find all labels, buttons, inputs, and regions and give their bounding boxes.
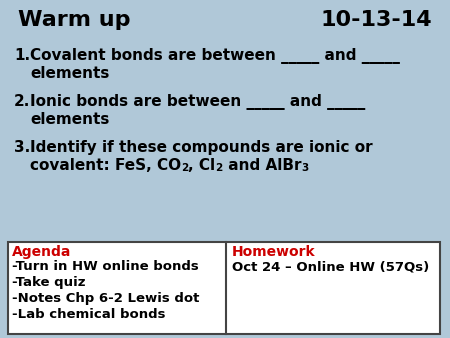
Text: elements: elements — [30, 66, 109, 81]
Text: 10-13-14: 10-13-14 — [320, 10, 432, 30]
Text: -Take quiz: -Take quiz — [12, 276, 86, 289]
Text: and AlBr: and AlBr — [223, 158, 301, 173]
Text: -Turn in HW online bonds: -Turn in HW online bonds — [12, 260, 199, 273]
FancyBboxPatch shape — [8, 242, 440, 334]
Text: Ionic bonds are between _____ and _____: Ionic bonds are between _____ and _____ — [30, 94, 365, 110]
Text: Homework: Homework — [232, 245, 315, 259]
Text: 2.: 2. — [14, 94, 31, 109]
Text: Oct 24 – Online HW (57Qs): Oct 24 – Online HW (57Qs) — [232, 260, 429, 273]
Text: 2: 2 — [216, 163, 223, 173]
Text: 2: 2 — [181, 163, 189, 173]
Text: -Notes Chp 6-2 Lewis dot: -Notes Chp 6-2 Lewis dot — [12, 292, 199, 305]
Text: Identify if these compounds are ionic or: Identify if these compounds are ionic or — [30, 140, 373, 155]
Text: Agenda: Agenda — [12, 245, 72, 259]
Text: 3.: 3. — [14, 140, 30, 155]
Text: 3: 3 — [301, 163, 309, 173]
Text: , Cl: , Cl — [189, 158, 216, 173]
Text: 1.: 1. — [14, 48, 30, 63]
Text: Warm up: Warm up — [18, 10, 130, 30]
Text: Covalent bonds are between _____ and _____: Covalent bonds are between _____ and ___… — [30, 48, 400, 64]
Text: covalent: FeS, CO: covalent: FeS, CO — [30, 158, 181, 173]
Text: elements: elements — [30, 112, 109, 127]
Text: -Lab chemical bonds: -Lab chemical bonds — [12, 308, 166, 321]
